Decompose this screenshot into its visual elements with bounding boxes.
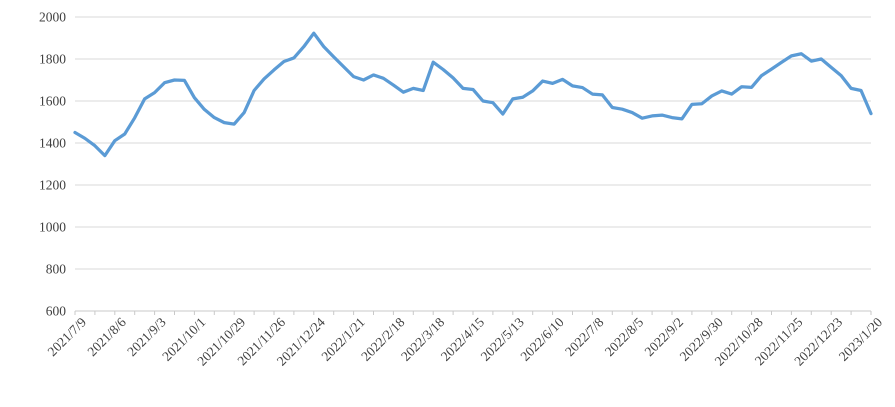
x-tick-label: 2022/6/10 [517, 314, 566, 363]
y-tick-label: 1200 [39, 178, 66, 193]
y-tick-label: 2000 [39, 10, 66, 25]
x-tick-labels-group: 2021/7/92021/8/62021/9/32021/10/12021/10… [45, 314, 886, 368]
x-tick-label: 2021/8/6 [84, 314, 129, 359]
data-series-group [73, 31, 873, 158]
y-tick-label: 1400 [39, 136, 66, 151]
x-tick-label: 2021/7/9 [45, 314, 90, 359]
x-tick-label: 2023/1/20 [836, 314, 885, 363]
gridlines-group [75, 16, 871, 312]
x-tick-label: 2022/8/5 [602, 314, 647, 359]
y-tick-label: 1600 [39, 94, 66, 109]
y-tick-label: 1000 [39, 220, 66, 235]
y-tick-labels-group: 600 800 1000 1200 1400 1600 1800 2000 [39, 10, 66, 319]
y-tick-label: 1800 [39, 52, 66, 67]
x-axis-group [74, 310, 872, 315]
series-line [73, 31, 873, 158]
y-tick-label: 600 [46, 304, 67, 319]
x-tick-label: 2022/7/8 [562, 314, 607, 359]
y-tick-label: 800 [46, 262, 67, 277]
